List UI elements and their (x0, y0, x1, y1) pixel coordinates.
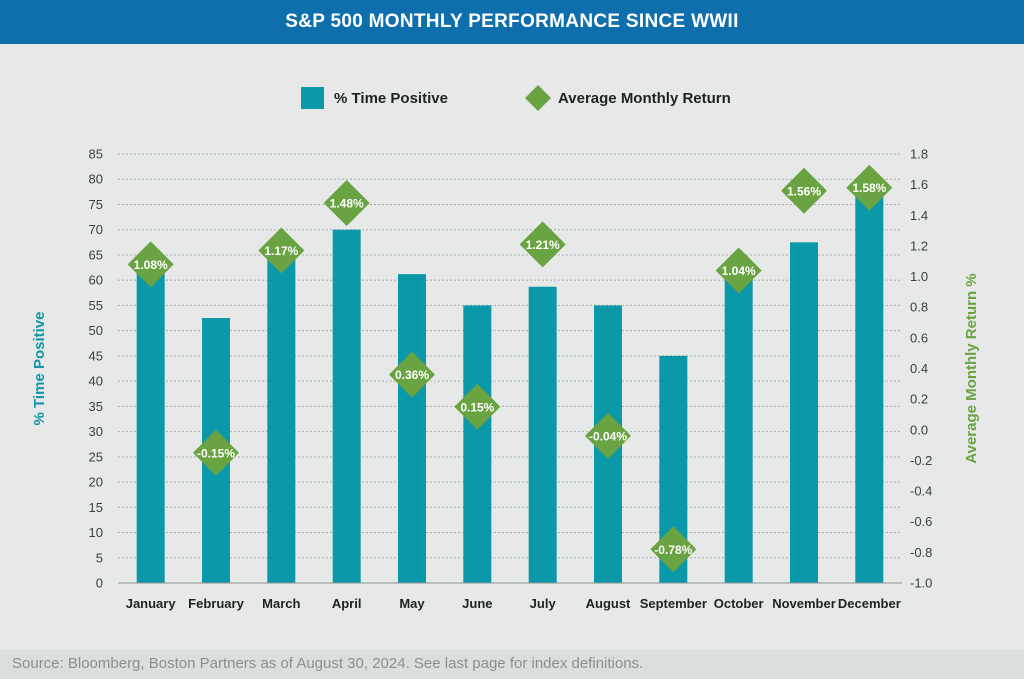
y2-tick-label: -0.6 (910, 514, 932, 529)
legend-bar-label: % Time Positive (334, 90, 448, 107)
y-tick-label: 65 (89, 247, 103, 262)
y2-tick-label: 0.4 (910, 361, 928, 376)
y-tick-label: 0 (96, 576, 103, 591)
y2-tick-label: 0.6 (910, 330, 928, 345)
bar-june (463, 305, 492, 583)
return-marker-november (781, 167, 827, 214)
y2-tick-label: 1.0 (910, 269, 928, 284)
legend-marker-swatch (525, 85, 551, 111)
x-tick-label: February (188, 596, 244, 611)
y2-tick-label: 0.0 (910, 422, 928, 437)
bar-march (267, 257, 296, 583)
y-tick-label: 85 (89, 147, 103, 162)
bar-december (855, 196, 884, 583)
return-marker-december (846, 164, 893, 211)
x-tick-label: April (332, 596, 362, 611)
y2-tick-label: -0.8 (910, 545, 932, 560)
return-label: 1.58% (852, 181, 886, 195)
bar-may (398, 274, 426, 583)
y-tick-label: 45 (89, 348, 103, 363)
x-tick-label: November (772, 596, 836, 611)
y-tick-label: 40 (89, 374, 103, 389)
bar-november (790, 242, 818, 583)
source-note: Source: Bloomberg, Boston Partners as of… (12, 655, 644, 672)
return-label: 1.04% (722, 264, 756, 278)
return-marker-october (715, 247, 762, 294)
bar-january (136, 272, 165, 583)
chart-title: S&P 500 MONTHLY PERFORMANCE SINCE WWII (285, 11, 739, 32)
legend: % Time Positive Average Monthly Return (301, 85, 731, 111)
markers: 1.08% -0.15% 1.17% 1.48% 0.36% 0.15% 1.21% -0.0… (127, 164, 893, 573)
y-tick-label: 15 (89, 500, 103, 515)
return-marker-may (389, 351, 435, 398)
y2-tick-label: -1.0 (910, 576, 932, 591)
x-tick-label: December (838, 596, 901, 611)
x-tick-label: August (586, 596, 631, 611)
title-bar: S&P 500 MONTHLY PERFORMANCE SINCE WWII (0, 0, 1024, 44)
y-tick-label: 75 (89, 197, 103, 212)
y-tick-label: 70 (89, 222, 103, 237)
return-marker-april (323, 180, 370, 227)
return-marker-february (193, 429, 239, 476)
x-tick-label: March (262, 596, 300, 611)
gridlines (118, 153, 902, 559)
return-label: 1.17% (264, 244, 298, 258)
axes: 0 5 10 15 20 25 30 35 40 45 50 55 60 65 70 75 80 85 -1.0 -0… (31, 147, 980, 612)
return-marker-july (519, 221, 566, 268)
x-tick-label: January (126, 596, 177, 611)
return-label: 1.48% (330, 197, 364, 211)
y2-tick-label: 0.2 (910, 392, 928, 407)
y-tick-label: 10 (89, 525, 103, 540)
x-tick-label: July (530, 596, 557, 611)
y-axis-title: % Time Positive (31, 312, 48, 426)
y-tick-label: 60 (89, 273, 103, 288)
y-tick-label: 5 (96, 550, 103, 565)
return-marker-august (585, 412, 631, 459)
x-tick-label: May (399, 596, 425, 611)
y2-tick-label: 1.8 (910, 147, 928, 162)
y2-tick-label: -0.4 (910, 484, 932, 499)
y2-tick-label: -0.2 (910, 453, 932, 468)
y-tick-label: 55 (89, 298, 103, 313)
return-label: -0.78% (654, 543, 692, 557)
y-tick-label: 50 (89, 323, 103, 338)
return-marker-june (454, 383, 501, 430)
y2-tick-label: 1.6 (910, 177, 928, 192)
chart: 0 5 10 15 20 25 30 35 40 45 50 55 60 65 70 75 80 85 -1.0 -0… (31, 85, 980, 612)
bar-october (724, 275, 753, 583)
legend-marker-label: Average Monthly Return (558, 90, 731, 107)
bar-july (528, 286, 557, 583)
return-marker-september (650, 526, 697, 573)
return-label: 1.56% (787, 184, 821, 198)
return-label: 1.21% (526, 238, 560, 252)
y-tick-label: 30 (89, 424, 103, 439)
y-tick-label: 25 (89, 449, 103, 464)
bar-april (332, 229, 361, 584)
return-label: -0.15% (197, 446, 235, 460)
y-tick-label: 80 (89, 172, 103, 187)
return-label: -0.04% (589, 429, 627, 443)
y2-tick-label: 1.2 (910, 238, 928, 253)
return-marker-march (258, 227, 305, 274)
return-marker-january (127, 241, 174, 288)
legend-bar-swatch (301, 87, 324, 109)
footer: Source: Bloomberg, Boston Partners as of… (0, 650, 1024, 679)
bars (136, 196, 884, 584)
x-tick-label: September (640, 596, 707, 611)
return-label: 1.08% (134, 258, 168, 272)
x-tick-label: October (714, 596, 764, 611)
y2-axis-title: Average Monthly Return % (963, 273, 980, 463)
y-tick-label: 20 (89, 475, 103, 490)
y2-tick-label: 1.4 (910, 208, 928, 223)
y2-tick-label: 0.8 (910, 300, 928, 315)
return-label: 0.36% (395, 368, 429, 382)
y-tick-label: 35 (89, 399, 103, 414)
return-label: 0.15% (460, 400, 494, 414)
x-tick-label: June (462, 596, 492, 611)
